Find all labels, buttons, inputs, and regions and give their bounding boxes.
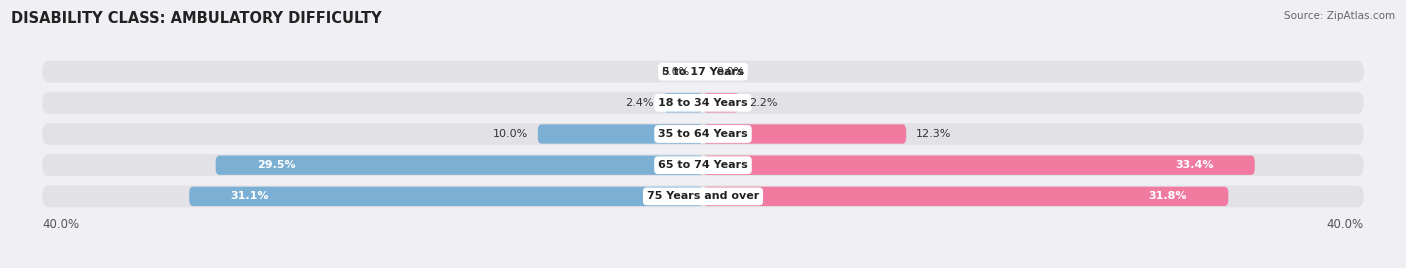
Text: 2.4%: 2.4% <box>624 98 654 108</box>
Text: 2.2%: 2.2% <box>749 98 778 108</box>
Text: 40.0%: 40.0% <box>1327 218 1364 230</box>
FancyBboxPatch shape <box>190 187 703 206</box>
FancyBboxPatch shape <box>42 92 1364 114</box>
Text: 33.4%: 33.4% <box>1175 160 1213 170</box>
FancyBboxPatch shape <box>703 124 907 144</box>
FancyBboxPatch shape <box>703 93 740 113</box>
FancyBboxPatch shape <box>537 124 703 144</box>
FancyBboxPatch shape <box>703 155 1254 175</box>
FancyBboxPatch shape <box>42 154 1364 176</box>
Text: 65 to 74 Years: 65 to 74 Years <box>658 160 748 170</box>
FancyBboxPatch shape <box>664 93 703 113</box>
Text: 35 to 64 Years: 35 to 64 Years <box>658 129 748 139</box>
Text: 31.8%: 31.8% <box>1149 191 1187 201</box>
Text: 29.5%: 29.5% <box>257 160 295 170</box>
Text: 75 Years and over: 75 Years and over <box>647 191 759 201</box>
Text: 10.0%: 10.0% <box>492 129 527 139</box>
FancyBboxPatch shape <box>42 185 1364 207</box>
Text: 31.1%: 31.1% <box>231 191 269 201</box>
Text: 18 to 34 Years: 18 to 34 Years <box>658 98 748 108</box>
Text: DISABILITY CLASS: AMBULATORY DIFFICULTY: DISABILITY CLASS: AMBULATORY DIFFICULTY <box>11 11 382 26</box>
FancyBboxPatch shape <box>42 61 1364 83</box>
FancyBboxPatch shape <box>215 155 703 175</box>
Text: 5 to 17 Years: 5 to 17 Years <box>662 67 744 77</box>
Text: 0.0%: 0.0% <box>662 67 690 77</box>
Text: Source: ZipAtlas.com: Source: ZipAtlas.com <box>1284 11 1395 21</box>
FancyBboxPatch shape <box>703 187 1229 206</box>
Text: 40.0%: 40.0% <box>42 218 79 230</box>
Text: 0.0%: 0.0% <box>716 67 744 77</box>
FancyBboxPatch shape <box>42 123 1364 145</box>
Text: 12.3%: 12.3% <box>917 129 952 139</box>
